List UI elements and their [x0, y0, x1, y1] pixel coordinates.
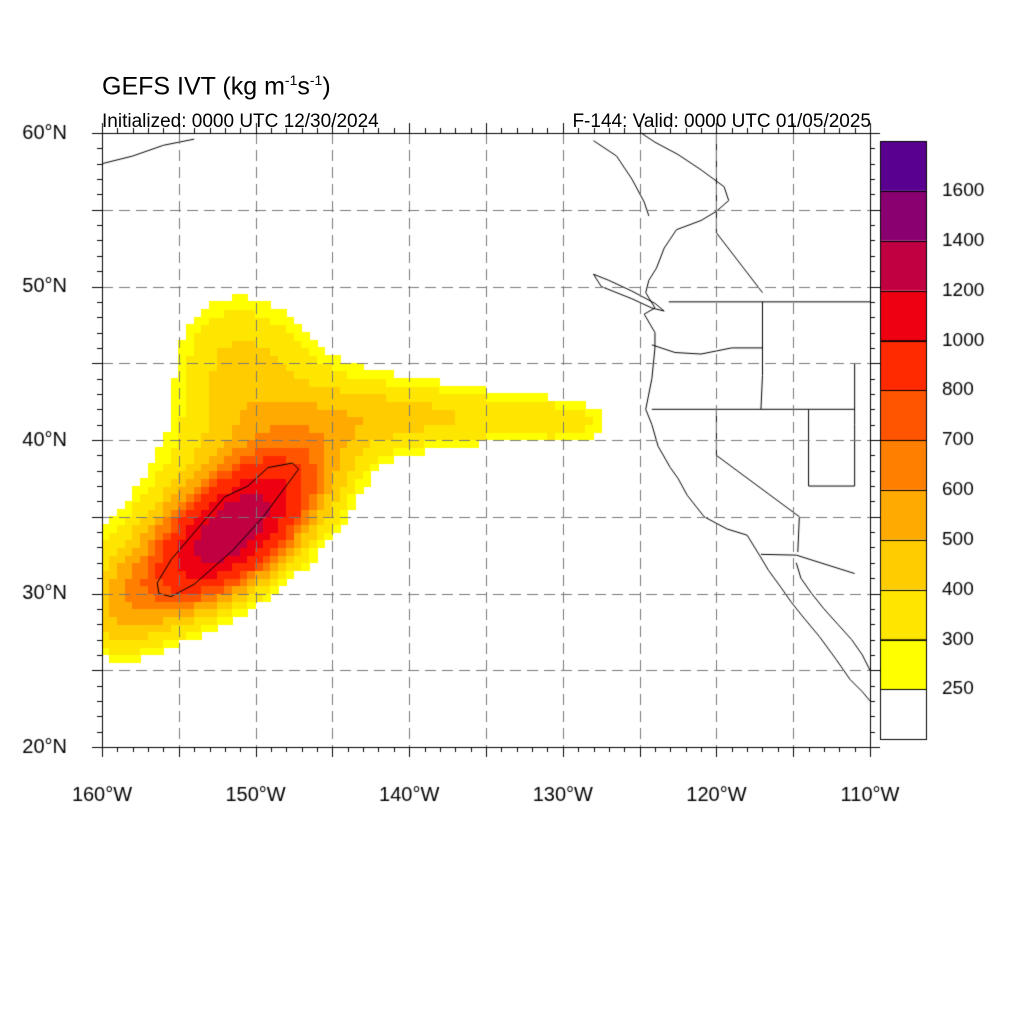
- chart-title: GEFS IVT (kg m-1s-1): [102, 72, 331, 101]
- valid-time-label: F-144: Valid: 0000 UTC 01/05/2025: [572, 111, 871, 132]
- init-time-label: Initialized: 0000 UTC 12/30/2024: [102, 111, 379, 132]
